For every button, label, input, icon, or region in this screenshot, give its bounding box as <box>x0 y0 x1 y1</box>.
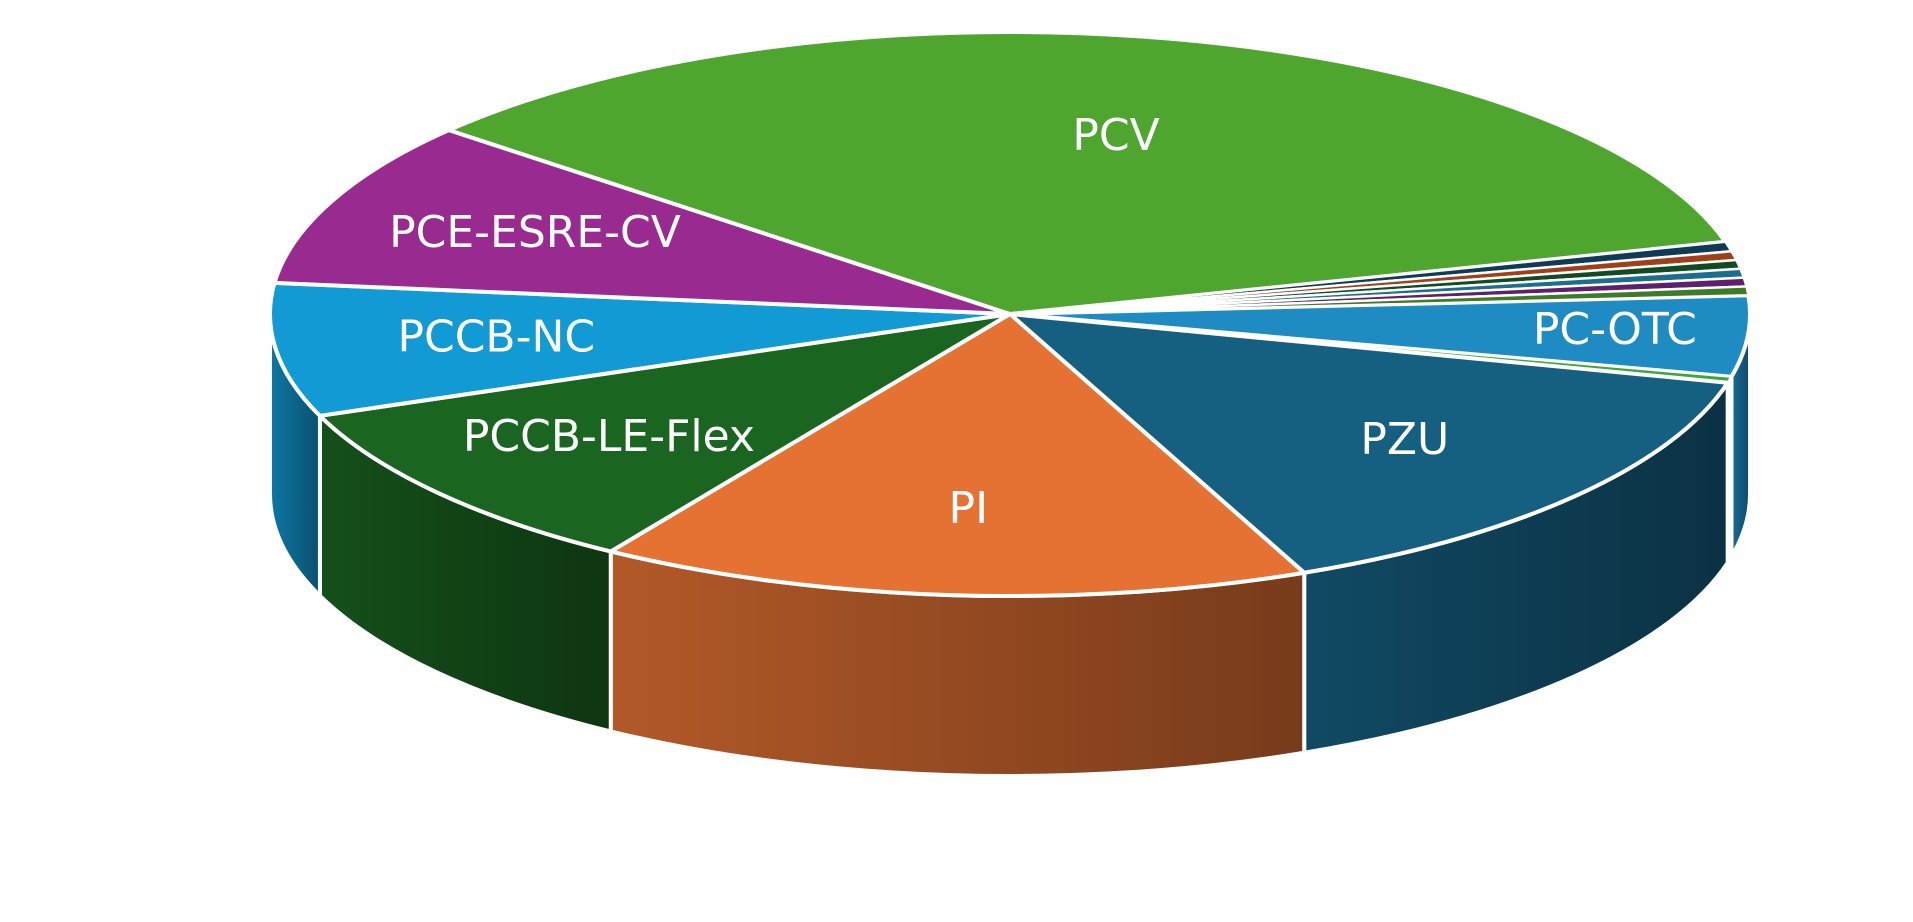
slice-pc-otc <box>1008 293 1752 379</box>
pie-top-faces <box>268 30 1752 598</box>
slice-pzu <box>1008 312 1730 575</box>
pie-labels: PC-OTC PZU PI PCCB-LE-Flex PCCB-NC PCE-ESRE-C… <box>389 110 1697 534</box>
slice-pccb-nc <box>268 280 1012 418</box>
slice-pi <box>608 312 1307 598</box>
slice-label-pc-otc: PC-OTC <box>1533 304 1697 355</box>
slice-pce-esre-cv <box>272 128 1012 316</box>
slice-label-pce-esre-cv: PCE-ESRE-CV <box>389 207 681 258</box>
slice-label-pzu: PZU <box>1360 414 1449 465</box>
slice-pccb-le-flex <box>317 312 1012 554</box>
slice-label-pcv: PCV <box>1072 110 1159 161</box>
slice-label-pccb-nc: PCCB-NC <box>397 312 595 363</box>
slice-unlabeled-13 <box>1008 285 1750 316</box>
slice-label-pccb-le-flex: PCCB-LE-Flex <box>463 411 755 462</box>
slice-pcv <box>447 30 1728 316</box>
slice-label-pi: PI <box>949 483 989 534</box>
